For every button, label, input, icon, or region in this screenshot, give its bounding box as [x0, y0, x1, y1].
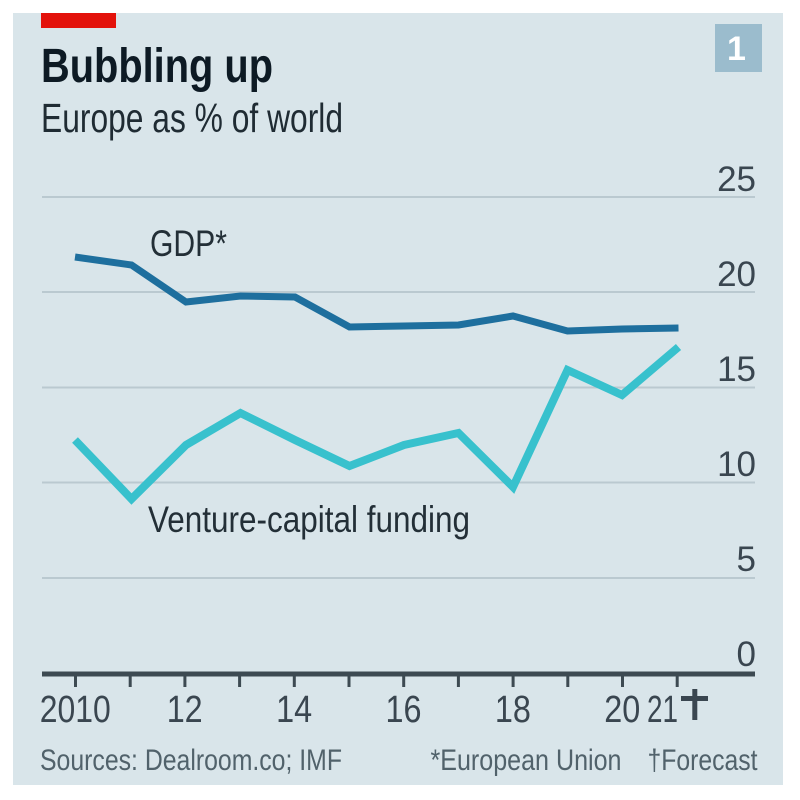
svg-text:20: 20 — [717, 255, 756, 294]
svg-text:Venture-capital funding: Venture-capital funding — [148, 499, 470, 540]
svg-text:21: 21 — [647, 689, 678, 731]
svg-text:18: 18 — [495, 689, 531, 731]
svg-text:20: 20 — [604, 689, 640, 731]
svg-text:0: 0 — [737, 635, 756, 674]
svg-text:25: 25 — [717, 160, 756, 199]
svg-text:15: 15 — [717, 350, 756, 389]
svg-text:2010: 2010 — [40, 689, 111, 731]
svg-text:10: 10 — [717, 445, 756, 484]
svg-text:Europe as % of world: Europe as % of world — [41, 95, 343, 141]
svg-text:14: 14 — [276, 689, 312, 731]
svg-text:†Forecast: †Forecast — [648, 744, 759, 777]
svg-text:Sources: Dealroom.co; IMF: Sources: Dealroom.co; IMF — [40, 744, 342, 777]
svg-text:GDP*: GDP* — [150, 223, 227, 264]
svg-text:12: 12 — [167, 689, 203, 731]
svg-text:Bubbling up: Bubbling up — [41, 40, 273, 93]
svg-text:*European Union: *European Union — [431, 744, 622, 777]
svg-text:1: 1 — [727, 30, 746, 68]
svg-text:16: 16 — [386, 689, 422, 731]
svg-text:5: 5 — [737, 540, 756, 579]
